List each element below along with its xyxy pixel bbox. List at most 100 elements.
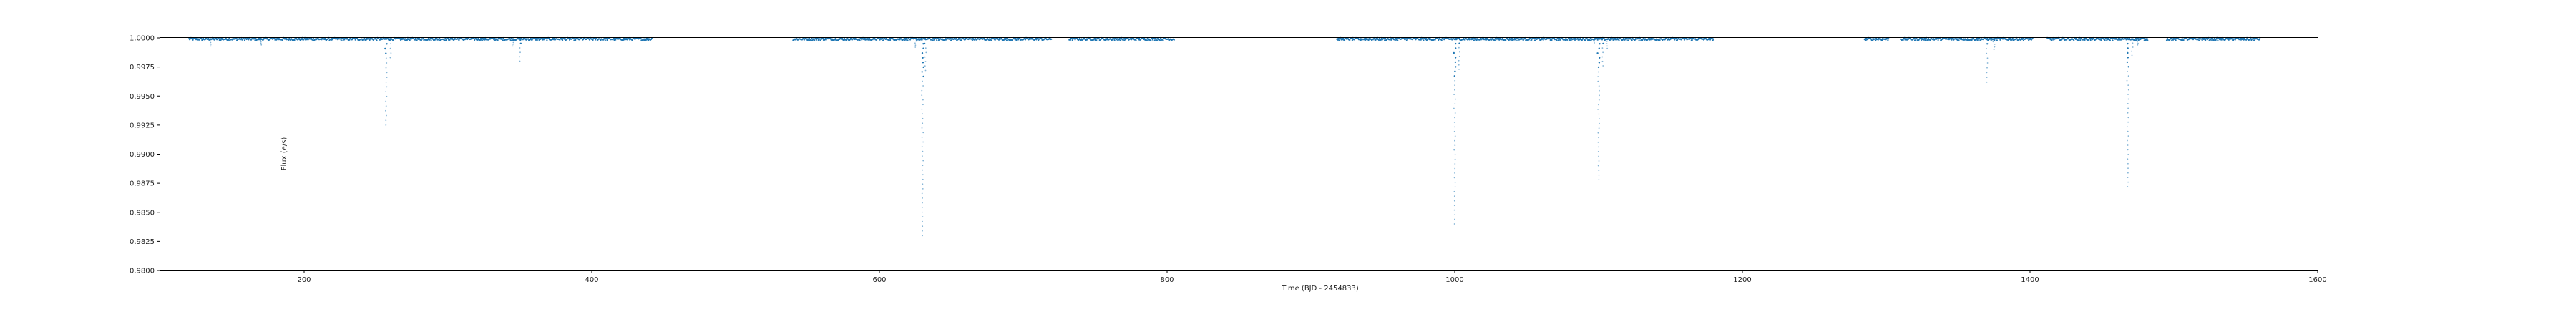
data-point [650, 37, 653, 40]
dip-point [1594, 38, 1596, 40]
data-point [1035, 39, 1038, 41]
dip-point [2127, 38, 2129, 40]
dip-point [1601, 60, 1604, 62]
data-point [409, 39, 411, 41]
data-point [1674, 39, 1676, 41]
data-point [1367, 39, 1370, 41]
data-point [990, 39, 992, 41]
x-tick-label: 400 [585, 276, 598, 284]
dip-point [386, 72, 388, 74]
dip-point [2127, 158, 2129, 160]
dip-point [922, 150, 924, 152]
dip-point [922, 117, 924, 119]
data-point [643, 39, 645, 41]
data-point [2165, 39, 2168, 41]
data-point [1586, 38, 1589, 40]
data-point [1877, 39, 1879, 41]
data-point [1013, 37, 1015, 39]
data-point [2192, 39, 2195, 41]
data-point [2104, 39, 2106, 41]
data-point [1950, 37, 1952, 40]
data-point [1929, 39, 1931, 41]
data-point [1390, 39, 1392, 41]
dip-point [1994, 38, 1996, 40]
data-point [1415, 39, 1417, 41]
data-points [188, 36, 2261, 237]
data-point [1572, 38, 1574, 40]
data-point [1443, 39, 1445, 41]
data-point [564, 37, 566, 40]
data-point [2109, 39, 2111, 41]
dip-point [1458, 59, 1460, 62]
data-point [522, 39, 525, 41]
data-point [536, 39, 538, 41]
dip-point [1458, 42, 1460, 44]
data-point [1340, 39, 1342, 41]
dip-point [210, 44, 212, 45]
data-point [1337, 39, 1340, 41]
data-point [1871, 39, 1873, 41]
dip-point [922, 230, 923, 232]
dip-point [1453, 94, 1455, 96]
data-point [1437, 37, 1439, 39]
data-point [405, 37, 407, 40]
data-point [2187, 39, 2190, 41]
data-point [529, 39, 532, 41]
data-point [595, 37, 598, 39]
dip-point [1458, 69, 1460, 70]
data-point [1521, 38, 1523, 40]
data-point [339, 38, 341, 40]
data-point [2022, 37, 2024, 40]
dip-point [2127, 177, 2129, 179]
data-point [814, 39, 816, 41]
dip-point [210, 38, 212, 40]
data-point [1376, 38, 1378, 40]
data-point [2203, 37, 2205, 39]
dip-point [922, 169, 923, 171]
data-point [509, 39, 512, 41]
data-point [275, 39, 278, 41]
dip-point [1606, 38, 1609, 40]
data-point [1966, 39, 1968, 41]
data-point [1697, 39, 1699, 41]
data-point [2240, 39, 2243, 41]
data-point [1116, 38, 1118, 40]
data-point [1096, 39, 1098, 41]
data-point [546, 39, 548, 41]
data-point [2027, 38, 2029, 40]
data-point [1712, 39, 1714, 41]
data-point [1569, 38, 1571, 40]
data-point [1082, 39, 1084, 41]
data-point [2217, 39, 2219, 41]
data-point [1557, 37, 1559, 39]
data-point [243, 39, 246, 41]
data-point [1551, 39, 1553, 41]
data-point [426, 39, 429, 41]
dip-point [1992, 41, 1994, 43]
data-point [1529, 37, 1531, 40]
data-point [228, 37, 230, 40]
data-point [932, 37, 935, 39]
data-point [2022, 39, 2025, 41]
data-point [1422, 37, 1424, 39]
dip-point [922, 188, 924, 190]
dip-point [1454, 158, 1456, 160]
dip-point [2126, 61, 2129, 64]
data-point [830, 39, 832, 41]
data-point [1351, 39, 1353, 41]
data-point [581, 37, 583, 39]
data-point [553, 37, 555, 40]
plot-frame [160, 37, 2318, 271]
dip-point [921, 137, 923, 138]
data-point [1501, 39, 1503, 41]
y-tick-label: 0.9900 [130, 151, 155, 159]
dip-point [2131, 50, 2132, 52]
data-point [1342, 39, 1344, 41]
dip-point [922, 104, 924, 106]
data-point [2227, 37, 2229, 39]
data-point [1865, 37, 1868, 39]
data-point [997, 39, 1000, 41]
data-point [537, 37, 540, 39]
dip-point [385, 109, 386, 112]
dip-point [921, 94, 923, 97]
